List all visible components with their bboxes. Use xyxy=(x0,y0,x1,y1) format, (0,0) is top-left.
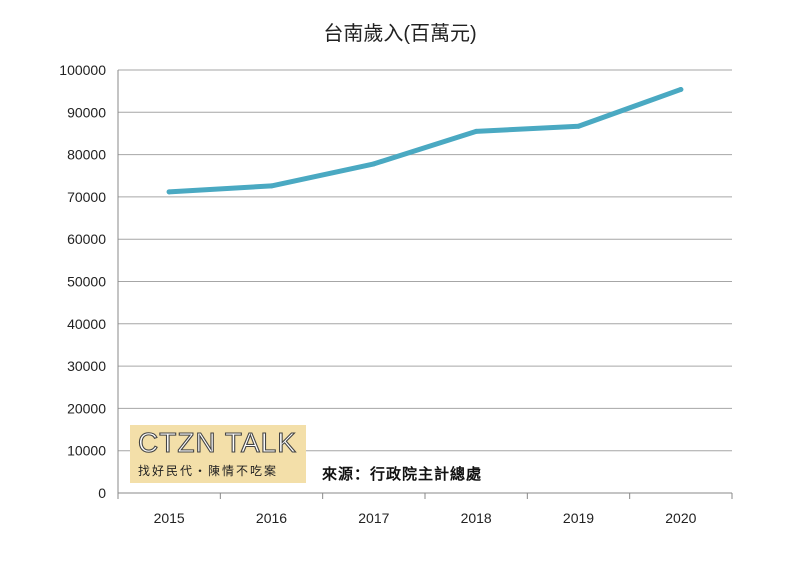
y-tick-label: 100000 xyxy=(59,62,106,78)
logo-sub-text: 找好民代・陳情不吃案 xyxy=(138,464,279,478)
series-line xyxy=(166,86,684,195)
data-point xyxy=(371,161,377,167)
x-tick-label: 2018 xyxy=(461,510,492,526)
x-tick-label: 2017 xyxy=(358,510,389,526)
y-tick-label: 30000 xyxy=(67,358,106,374)
y-tick-label: 20000 xyxy=(67,400,106,416)
y-tick-label: 80000 xyxy=(67,147,106,163)
y-tick-label: 40000 xyxy=(67,316,106,332)
y-tick-label: 60000 xyxy=(67,231,106,247)
logo-main-text: CTZN TALK xyxy=(137,427,297,458)
ctzn-talk-logo: CTZN TALK 找好民代・陳情不吃案 xyxy=(130,425,306,483)
y-tick-label: 10000 xyxy=(67,443,106,459)
chart-title: 台南歲入(百萬元) xyxy=(323,23,477,45)
x-tick-label: 2020 xyxy=(665,510,696,526)
data-point xyxy=(678,86,684,92)
y-tick-label: 90000 xyxy=(67,104,106,120)
x-tick-label: 2015 xyxy=(154,510,185,526)
x-tick-label: 2019 xyxy=(563,510,594,526)
data-point xyxy=(576,123,581,129)
y-tick-label: 50000 xyxy=(67,274,106,290)
x-tick-label: 2016 xyxy=(256,510,287,526)
data-point xyxy=(166,189,172,195)
source-note: 來源：行政院主計總處 xyxy=(322,466,483,483)
y-tick-label: 0 xyxy=(98,485,106,501)
y-tick-label: 70000 xyxy=(67,189,106,205)
data-point xyxy=(269,183,274,189)
data-point xyxy=(473,128,479,134)
